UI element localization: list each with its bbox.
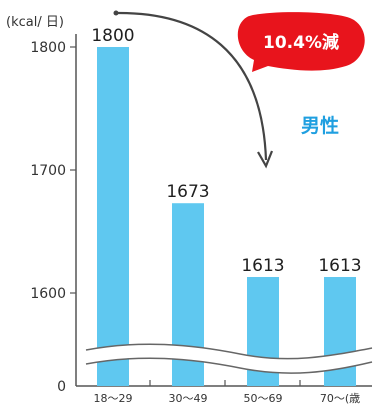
- x-category-label-2: 50～69: [244, 392, 283, 405]
- y-tick-label-1800: 1800: [30, 40, 66, 56]
- y-tick-label-1700: 1700: [30, 163, 66, 179]
- x-category-label-0: 18～29: [94, 392, 133, 405]
- decrease-arrow: [115, 11, 268, 161]
- axis-break-band: [86, 344, 372, 374]
- y-tick-label-0: 0: [57, 379, 66, 395]
- x-category-label-1: 30～49: [169, 392, 208, 405]
- bar-0: [97, 47, 129, 386]
- callout-text: 10.4%減: [263, 32, 339, 53]
- axis-break-line-bottom: [85, 357, 373, 374]
- value-label-3: 1613: [318, 256, 361, 276]
- x-category-label-3: 70～(歳: [320, 392, 360, 405]
- y-unit-label: (kcal/ 日): [6, 15, 64, 30]
- series-label: 男性: [301, 114, 339, 137]
- axis-break-line-top: [85, 343, 373, 360]
- value-label-0: 1800: [91, 26, 134, 46]
- value-label-1: 1673: [166, 182, 209, 202]
- decrease-arrowhead: [257, 150, 274, 169]
- callout-bubble: [237, 12, 365, 72]
- value-label-2: 1613: [241, 256, 284, 276]
- y-tick-label-1600: 1600: [30, 286, 66, 302]
